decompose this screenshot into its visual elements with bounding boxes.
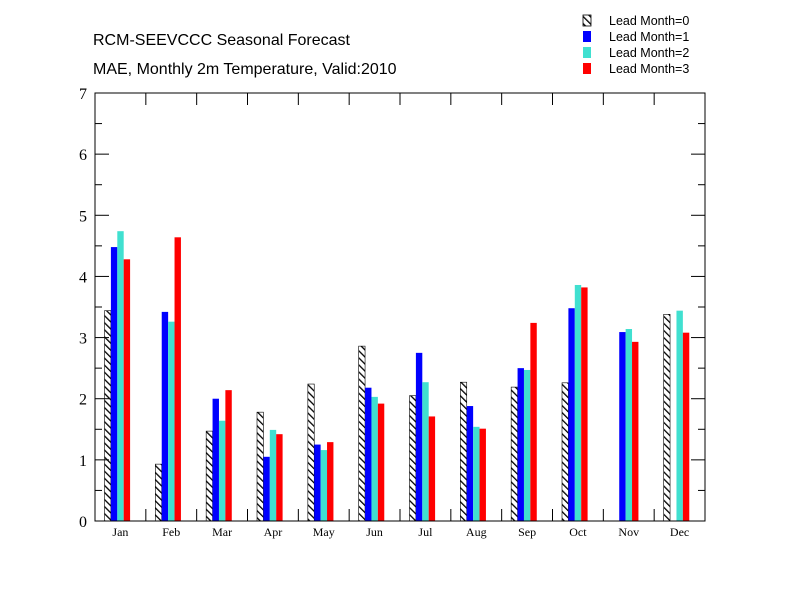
y-tick-label: 7: [79, 86, 87, 103]
bar-jul-s1: [415, 352, 423, 521]
bar-jul-s2: [422, 382, 429, 521]
bar-jun-s3: [377, 403, 385, 521]
bar-jun-s2: [371, 396, 378, 521]
bar-dec-s3: [682, 332, 690, 521]
bar-aug-s0: [460, 381, 468, 522]
x-tick-label: Sep: [518, 525, 536, 539]
x-tick-label: Jul: [418, 525, 433, 539]
bar-mar-s1: [212, 398, 219, 521]
bar-aug-s2: [473, 426, 480, 521]
bar-oct-s3: [581, 287, 588, 521]
bar-apr-s1: [263, 456, 270, 521]
bar-nov-s1: [619, 332, 626, 521]
bar-jul-s3: [428, 416, 436, 521]
bar-may-s0: [307, 383, 315, 522]
bar-aug-s3: [479, 428, 486, 521]
bar-aug-s1: [466, 406, 474, 521]
bar-sep-s3: [530, 322, 537, 521]
bar-jul-s0: [409, 395, 417, 522]
bar-oct-s2: [574, 284, 582, 521]
bar-dec-s2: [676, 310, 683, 521]
bar-mar-s2: [218, 420, 226, 521]
legend: Lead Month=0 Lead Month=1 Lead Month=2 Lead…: [582, 14, 689, 76]
x-tick-label: Mar: [212, 525, 232, 539]
y-tick-label: 6: [79, 147, 87, 164]
bar-jun-s0: [358, 345, 366, 522]
bar-jan-s0: [104, 310, 112, 522]
bar-apr-s2: [269, 429, 277, 521]
bar-sep-s0: [510, 386, 518, 522]
x-tick-label: Nov: [618, 525, 639, 539]
legend-swatch: [583, 31, 591, 42]
x-tick-label: Dec: [670, 525, 689, 539]
bar-jan-s3: [123, 259, 131, 521]
x-tick-label: Jun: [366, 525, 383, 539]
bar-sep-s1: [517, 368, 524, 521]
bar-may-s2: [320, 450, 328, 521]
bar-mar-s0: [205, 430, 213, 522]
x-tick-label: Jan: [112, 525, 128, 539]
bar-nov-s2: [625, 329, 633, 521]
bar-jan-s2: [117, 231, 124, 521]
y-tick-label: 4: [79, 269, 87, 286]
y-tick-label: 2: [79, 392, 87, 409]
x-tick-label: Apr: [264, 525, 283, 539]
legend-label: Lead Month=2: [609, 46, 689, 60]
legend-swatch: [582, 14, 592, 27]
bar-mar-s3: [225, 390, 232, 521]
bar-oct-s1: [568, 308, 575, 521]
bars-group: [104, 231, 690, 522]
x-tick-label: Oct: [569, 525, 587, 539]
bar-sep-s2: [523, 369, 531, 521]
legend-swatch: [583, 63, 591, 74]
plot-frame: [94, 92, 706, 522]
bar-oct-s0: [561, 382, 569, 522]
bar-feb-s2: [168, 321, 175, 521]
chart-subtitle: MAE, Monthly 2m Temperature, Valid:2010: [93, 61, 397, 78]
bar-may-s1: [314, 444, 321, 521]
legend-label: Lead Month=1: [609, 30, 689, 44]
y-tick-label: 5: [79, 208, 87, 225]
bar-apr-s3: [276, 434, 283, 521]
bar-feb-s3: [174, 237, 181, 521]
bar-apr-s0: [256, 411, 264, 522]
bar-feb-s1: [161, 311, 169, 521]
y-tick-label: 1: [79, 453, 87, 470]
x-tick-label: May: [313, 525, 335, 539]
bar-nov-s3: [632, 341, 639, 521]
axes-group: 0 1 2 3 4 5 6 7 Jan Feb Mar Apr May Jun Jul Aug Sep Oct No…: [79, 86, 706, 539]
bar-dec-s0: [663, 314, 671, 522]
bar-jun-s1: [365, 387, 372, 521]
legend-label: Lead Month=0: [609, 14, 689, 28]
x-tick-label: Feb: [162, 525, 180, 539]
y-tick-label: 0: [79, 514, 87, 531]
bar-may-s3: [327, 442, 334, 521]
x-tick-label: Aug: [466, 525, 487, 539]
y-tick-label: 3: [79, 331, 87, 348]
legend-swatch: [583, 47, 591, 58]
chart-title: RCM-SEEVCCC Seasonal Forecast: [93, 32, 351, 49]
bar-jan-s1: [110, 247, 118, 521]
bar-feb-s0: [155, 463, 163, 522]
legend-label: Lead Month=3: [609, 62, 689, 76]
